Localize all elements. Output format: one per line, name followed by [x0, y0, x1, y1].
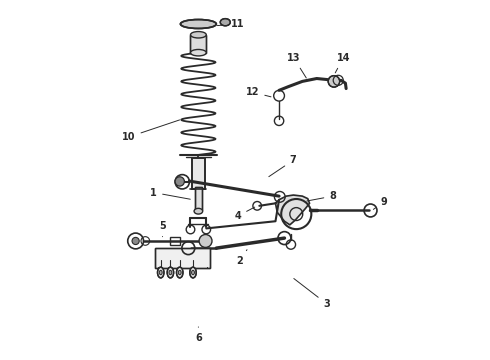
Text: 6: 6	[195, 327, 202, 343]
Ellipse shape	[191, 32, 206, 38]
Ellipse shape	[178, 270, 181, 275]
Text: 4: 4	[235, 207, 255, 221]
Text: 1: 1	[150, 188, 190, 199]
Ellipse shape	[167, 267, 173, 278]
Text: 5: 5	[159, 221, 166, 237]
Circle shape	[328, 76, 340, 87]
Text: 13: 13	[287, 53, 306, 78]
Text: 8: 8	[307, 191, 336, 201]
Ellipse shape	[176, 267, 183, 278]
Ellipse shape	[180, 19, 216, 28]
Bar	[195, 187, 202, 211]
Bar	[195, 187, 202, 211]
Bar	[192, 158, 205, 189]
Bar	[192, 158, 205, 189]
Text: 7: 7	[269, 155, 296, 177]
Polygon shape	[275, 195, 310, 225]
Circle shape	[132, 237, 139, 244]
Text: 12: 12	[246, 87, 271, 97]
Text: 11: 11	[217, 19, 244, 29]
Bar	[191, 35, 206, 53]
Text: 9: 9	[373, 197, 387, 210]
Text: 2: 2	[236, 250, 247, 266]
Text: 10: 10	[122, 120, 180, 142]
Ellipse shape	[157, 267, 164, 278]
Ellipse shape	[191, 49, 206, 56]
Circle shape	[199, 234, 212, 247]
Ellipse shape	[169, 270, 172, 275]
Bar	[191, 35, 206, 53]
Text: 3: 3	[294, 279, 330, 309]
Circle shape	[175, 177, 184, 186]
Ellipse shape	[192, 270, 195, 275]
Ellipse shape	[220, 19, 230, 26]
Text: 14: 14	[335, 53, 350, 73]
Ellipse shape	[159, 270, 162, 275]
Bar	[155, 248, 210, 268]
Bar	[170, 237, 180, 245]
Bar	[155, 248, 210, 268]
Ellipse shape	[194, 208, 203, 214]
Ellipse shape	[190, 267, 196, 278]
